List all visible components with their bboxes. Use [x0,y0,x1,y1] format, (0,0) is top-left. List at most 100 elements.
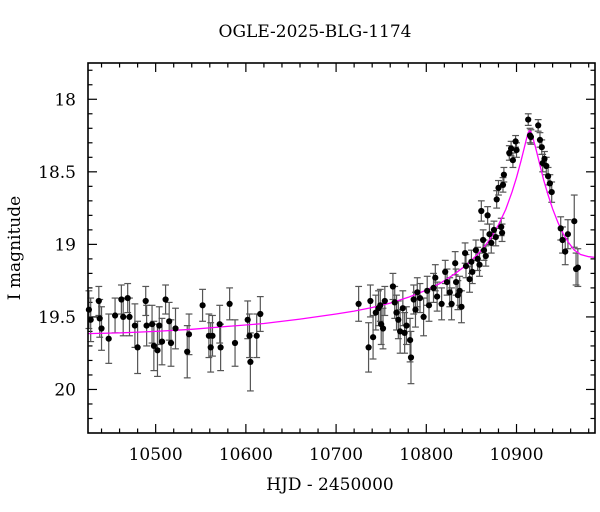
data-points [85,116,582,365]
data-point [246,332,253,339]
data-point [367,297,374,305]
data-point [162,296,169,303]
data-point [462,263,470,270]
data-point [425,302,433,309]
data-point [557,225,564,232]
x-axis-label: HJD - 2450000 [266,475,394,495]
data-point [420,313,427,320]
data-point [96,315,103,322]
data-point [498,223,505,231]
data-point [143,322,150,329]
data-point [199,302,206,309]
model-curve-line [87,129,596,335]
y-tick-labels: 18 18.5 19 19.5 20 [38,90,76,400]
y-tick-label: 18.5 [38,163,76,183]
data-point [424,287,431,294]
y-tick-label: 19.5 [38,308,76,328]
x-tick-label: 10500 [129,445,183,465]
data-point [500,171,507,178]
data-point [448,300,455,307]
data-point [466,276,473,283]
data-point [131,322,138,329]
x-tick-label: 10900 [489,445,543,465]
data-point [446,289,453,296]
data-point [207,344,214,351]
data-point [508,145,515,152]
data-point [395,316,402,323]
data-point [469,268,476,275]
data-point [478,207,485,215]
data-point [456,287,463,294]
data-point [499,229,506,236]
data-point [452,260,459,267]
data-point [430,284,437,291]
data-point [535,122,542,129]
data-point [493,196,500,203]
data-point [438,300,445,307]
plot-title: OGLE-2025-BLG-1174 [219,22,412,42]
data-point [482,252,489,260]
data-point [403,322,410,329]
data-point [564,231,572,238]
data-point [126,313,133,320]
data-point [85,306,92,313]
data-point [167,339,175,347]
data-point [112,312,119,319]
data-point [492,234,499,241]
data-point [512,138,519,145]
plot-frame [87,62,596,434]
data-point [389,283,396,290]
data-point [546,180,554,187]
data-point [472,247,479,254]
data-point [548,189,555,196]
data-point [480,236,487,244]
data-point [401,329,408,336]
data-point [231,339,239,347]
data-point [154,347,161,354]
x-tick-labels: 10500 10600 10700 10800 10900 [129,445,544,465]
data-point [484,212,491,219]
data-point [545,173,552,180]
data-point [184,348,191,355]
data-point [525,116,532,123]
data-point [244,316,251,323]
x-tick-label: 10600 [219,445,273,465]
data-point [217,344,224,351]
data-point [543,162,550,170]
data-point [562,248,569,255]
data-point [226,300,233,307]
data-point [541,155,548,162]
data-point [442,268,449,275]
data-point [158,338,166,345]
data-point [453,279,460,286]
data-point [559,236,566,244]
data-point [370,334,377,341]
data-point [476,261,483,268]
data-point [399,305,406,312]
data-point [185,331,193,338]
data-point [410,296,417,303]
data-point [412,306,419,313]
data-point [443,279,451,286]
data-point [124,295,131,302]
data-point [490,226,498,233]
data-point [407,337,414,344]
data-point [434,293,441,300]
data-point [391,299,398,306]
data-point [538,144,545,151]
data-point [156,322,163,329]
data-point [488,239,495,246]
data-point [513,147,520,154]
data-point [87,316,94,323]
data-point [379,325,387,332]
data-point [407,354,415,361]
data-point [355,300,362,307]
data-point [486,231,493,238]
data-point [414,289,421,296]
data-point [120,313,127,320]
data-point [495,184,502,191]
data-point [509,157,516,164]
data-point [149,321,156,328]
data-point [172,325,179,332]
